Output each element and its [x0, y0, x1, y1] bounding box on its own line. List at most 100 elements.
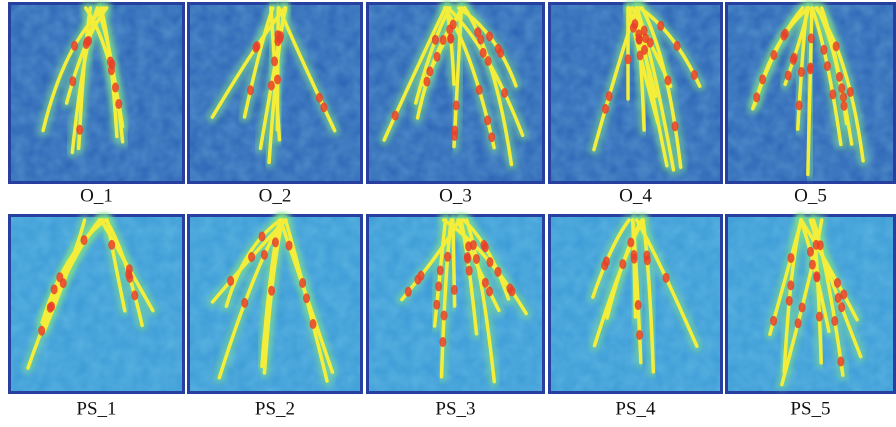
root [796, 6, 809, 131]
root [634, 218, 699, 348]
hotspot [320, 102, 328, 113]
panel-label: PS_1 [76, 398, 116, 419]
root [41, 6, 106, 133]
hotspot [248, 252, 256, 263]
hotspot [486, 31, 494, 42]
hotspot [646, 37, 654, 48]
root [210, 218, 288, 304]
hotspot [601, 103, 609, 114]
hotspot [450, 284, 458, 295]
hotspot [71, 40, 79, 51]
hotspot [641, 44, 649, 55]
hotspot [508, 286, 516, 297]
hotspot [46, 302, 54, 313]
hotspot [85, 35, 93, 46]
hotspot [80, 235, 88, 246]
hotspot [315, 92, 323, 103]
hotspot [447, 33, 455, 44]
hotspot [759, 74, 767, 85]
hotspot [285, 240, 293, 251]
root [443, 6, 496, 150]
hotspot [787, 280, 795, 291]
root [819, 6, 854, 146]
heatmap-panel [366, 214, 545, 394]
heatmap-panel [366, 2, 545, 184]
root [262, 218, 285, 375]
hotspot [426, 66, 434, 77]
hotspot [497, 47, 505, 58]
hotspot [227, 275, 235, 286]
hotspot [806, 246, 814, 257]
hotspot [69, 76, 77, 87]
hotspot [59, 278, 67, 289]
hotspot [477, 34, 485, 45]
hotspot [474, 27, 482, 38]
hotspot [789, 54, 797, 65]
hotspot [840, 289, 848, 300]
hotspot [815, 311, 823, 322]
hotspot [664, 75, 672, 86]
hotspot [833, 277, 841, 288]
hotspot [808, 259, 816, 270]
hotspot [640, 25, 648, 36]
hotspot [627, 237, 635, 248]
root [636, 6, 669, 168]
hotspot [446, 24, 454, 35]
root [456, 218, 501, 313]
hotspot [838, 83, 846, 94]
hotspot [299, 277, 307, 288]
hotspot [813, 271, 821, 282]
hotspot [835, 71, 843, 82]
hotspot [780, 30, 788, 41]
hotspot [690, 69, 698, 80]
hotspot [832, 41, 840, 52]
hotspot [795, 100, 803, 111]
hotspot [486, 286, 494, 297]
heatmap-panel [187, 2, 363, 184]
hotspot [823, 61, 831, 72]
hotspot [488, 132, 496, 143]
hotspot [274, 74, 282, 85]
root [752, 6, 811, 107]
hotspot [111, 82, 119, 93]
hotspot [820, 44, 828, 55]
root [459, 218, 479, 336]
hotspot [624, 54, 632, 65]
panel-label: PS_5 [790, 398, 830, 419]
hotspot [440, 310, 448, 321]
hotspot [451, 125, 459, 136]
root [99, 218, 155, 313]
root [591, 218, 631, 299]
hotspot [486, 257, 494, 268]
hotspot [131, 290, 139, 301]
hotspot [258, 231, 266, 242]
root [808, 218, 863, 359]
hotspot [807, 33, 815, 44]
panel-label: PS_4 [615, 398, 656, 419]
hotspot [276, 33, 284, 44]
hotspot [465, 265, 473, 276]
hotspot [846, 87, 854, 98]
heatmap-panel [187, 214, 363, 394]
hotspot [38, 325, 46, 336]
hotspot [472, 253, 480, 264]
hotspot [50, 284, 58, 295]
root [461, 218, 511, 301]
hotspot [433, 299, 441, 310]
hotspot [630, 253, 638, 264]
heatmap-panel [725, 214, 896, 394]
hotspot [268, 285, 276, 296]
root [814, 6, 865, 163]
hotspot [260, 249, 268, 260]
hotspot [431, 34, 439, 45]
hotspot [494, 266, 502, 277]
hotspot [636, 330, 644, 341]
panel-label: O_2 [259, 185, 292, 206]
hotspot [798, 302, 806, 313]
hotspot [303, 293, 311, 304]
panel-label: O_3 [439, 185, 472, 206]
heatmap-panel [8, 214, 185, 394]
panel-label: O_1 [80, 185, 113, 206]
panel-label: O_4 [619, 185, 652, 206]
